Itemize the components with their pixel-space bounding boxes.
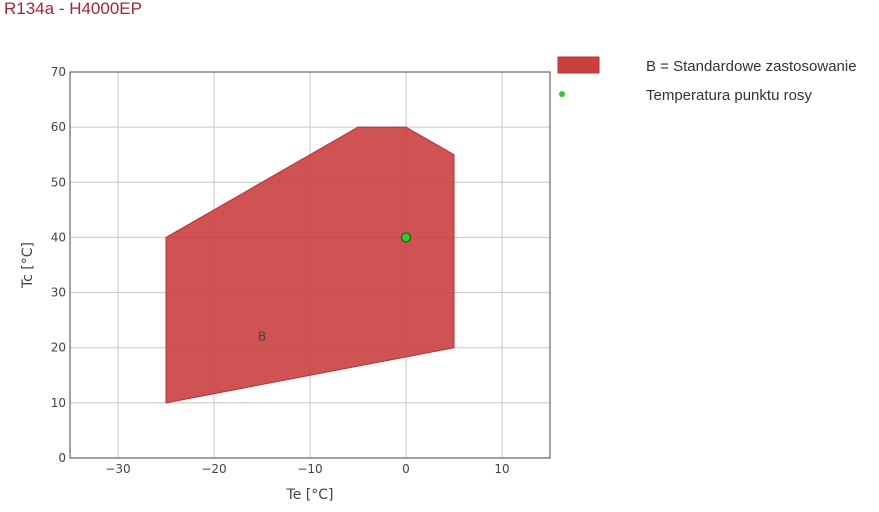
point-layer xyxy=(400,232,412,243)
legend-swatch-dew-point xyxy=(559,91,565,97)
legend: B = Standardowe zastosowanie Temperatura… xyxy=(557,56,857,104)
region-b-label: B xyxy=(258,330,266,344)
x-tick-label: −30 xyxy=(105,462,130,476)
legend-swatch-region-b xyxy=(557,56,600,74)
y-axis-title: Tc [°C] xyxy=(20,242,36,289)
y-tick-label: 20 xyxy=(51,341,66,355)
x-tick-label: −10 xyxy=(297,462,322,476)
y-tick-label: 60 xyxy=(51,120,66,134)
y-tick-label: 50 xyxy=(51,175,66,189)
plot-frame xyxy=(69,71,551,459)
legend-item-region-b[interactable]: B = Standardowe zastosowanie xyxy=(557,56,857,75)
x-tick-label: −20 xyxy=(201,462,226,476)
y-tick-label: 0 xyxy=(58,451,66,465)
y-tick-label: 10 xyxy=(51,396,66,410)
region-layer: B xyxy=(165,126,455,404)
x-tick-label: 0 xyxy=(402,462,410,476)
legend-label-region-b: B = Standardowe zastosowanie xyxy=(646,58,857,75)
legend-label-dew-point: Temperatura punktu rosy xyxy=(646,87,812,104)
tick-labels: −30 −20 −10 0 10 0 10 20 30 40 50 60 70 xyxy=(51,65,510,476)
y-tick-label: 30 xyxy=(51,286,66,300)
x-axis-title: Te [°C] xyxy=(286,487,334,503)
legend-item-dew-point[interactable]: Temperatura punktu rosy xyxy=(559,87,812,104)
dew-point-marker[interactable] xyxy=(400,232,412,243)
chart-title: R134a - H4000EP xyxy=(4,0,142,18)
y-tick-label: 40 xyxy=(51,230,66,244)
region-b-polygon[interactable] xyxy=(165,126,455,404)
y-tick-label: 70 xyxy=(51,65,66,79)
x-tick-label: 10 xyxy=(494,462,509,476)
